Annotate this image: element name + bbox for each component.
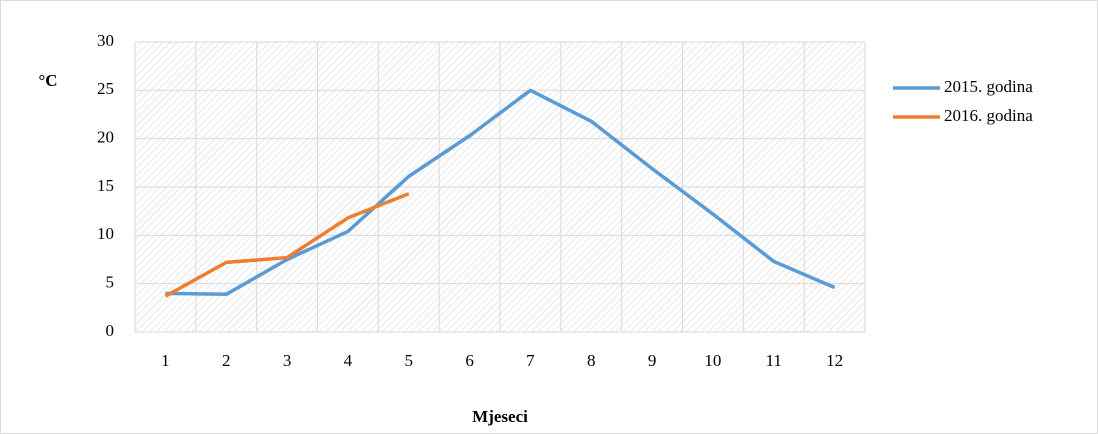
x-tick-label: 1 xyxy=(161,351,170,370)
x-axis-label: Mjeseci xyxy=(472,407,528,426)
y-tick-label: 5 xyxy=(106,273,115,292)
x-tick-label: 3 xyxy=(283,351,292,370)
legend-label: 2015. godina xyxy=(944,77,1033,96)
y-tick-label: 25 xyxy=(97,79,114,98)
x-tick-label: 6 xyxy=(465,351,474,370)
legend-label: 2016. godina xyxy=(944,106,1033,125)
x-tick-label: 8 xyxy=(587,351,596,370)
series-line xyxy=(165,88,836,297)
x-tick-label: 12 xyxy=(826,351,843,370)
y-tick-label: 15 xyxy=(97,176,114,195)
x-tick-label: 10 xyxy=(704,351,721,370)
x-tick-label: 2 xyxy=(222,351,231,370)
y-tick-label: 30 xyxy=(97,31,114,50)
x-tick-label: 7 xyxy=(526,351,535,370)
x-tick-label: 4 xyxy=(344,351,353,370)
series-line xyxy=(164,192,410,298)
y-axis-label: °C xyxy=(38,71,57,90)
x-tick-label: 5 xyxy=(405,351,414,370)
y-tick-label: 10 xyxy=(97,224,114,243)
y-tick-label: 20 xyxy=(97,128,114,147)
y-tick-label: 0 xyxy=(106,321,115,340)
x-tick-label: 9 xyxy=(648,351,657,370)
x-tick-label: 11 xyxy=(766,351,782,370)
